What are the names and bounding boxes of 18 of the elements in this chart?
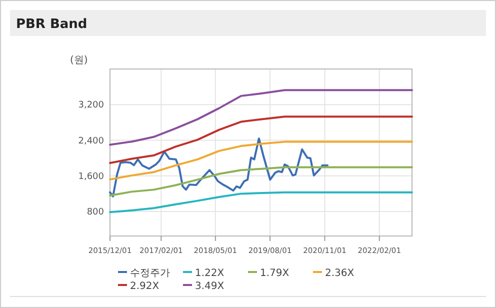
legend-label: 2.92X — [130, 281, 160, 292]
y-tick-label: 1,600 — [78, 172, 104, 182]
line-series — [109, 166, 413, 196]
line-series — [109, 116, 413, 164]
legend-label: 3.49X — [195, 281, 224, 292]
legend-label: 2.36X — [325, 268, 354, 279]
y-axis-title: (원) — [70, 55, 88, 66]
y-tick-label: 2,400 — [78, 136, 104, 146]
line-series — [109, 191, 413, 214]
legend-label: 수정주가 — [130, 268, 170, 279]
y-tick-label: 800 — [86, 208, 104, 218]
chart-title: PBR Band — [16, 17, 88, 32]
line-series — [109, 137, 329, 198]
legend-label: 1.22X — [195, 268, 224, 279]
line-series — [109, 89, 413, 146]
legend-label: 1.79X — [260, 268, 290, 279]
line-series — [109, 140, 413, 180]
y-tick-label: 3,200 — [78, 100, 104, 111]
